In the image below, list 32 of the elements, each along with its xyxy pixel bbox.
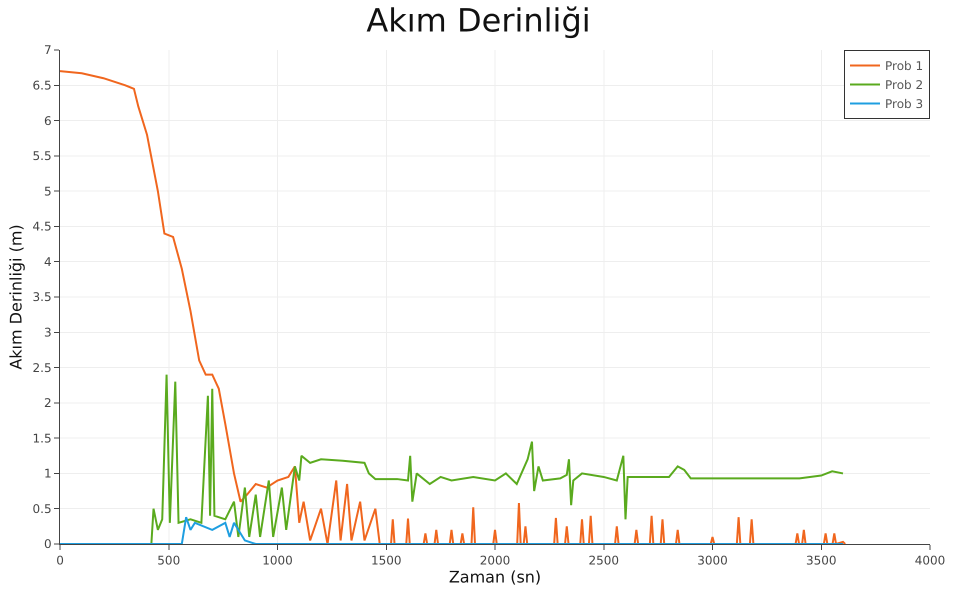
y-tick-label: 6 [44, 114, 52, 128]
y-tick-label: 2.5 [32, 360, 52, 375]
y-tick-label: 0.5 [32, 502, 52, 516]
chart-title: Akım Derinliği [366, 1, 591, 40]
legend-label: Prob 1 [885, 59, 924, 74]
x-tick-label: 4000 [914, 553, 946, 568]
y-tick-label: 5 [44, 184, 52, 198]
y-tick-label: 7 [44, 43, 52, 58]
x-tick-label: 3500 [806, 553, 837, 568]
y-tick-label: 1 [44, 466, 52, 481]
y-axis-title: Akım Derinliği (m) [6, 224, 26, 370]
x-tick-label: 2500 [588, 553, 620, 568]
legend-label: Prob 2 [885, 78, 924, 92]
y-tick-label: 0 [44, 537, 52, 552]
x-tick-label: 0 [56, 553, 64, 568]
y-tick-label: 4 [44, 254, 52, 269]
legend-label: Prob 3 [885, 97, 924, 112]
y-tick-label: 3 [44, 325, 52, 340]
y-tick-label: 2 [44, 396, 52, 410]
x-tick-label: 500 [157, 553, 180, 568]
y-tick-label: 4.5 [32, 220, 52, 234]
x-tick-label: 1000 [262, 553, 293, 568]
y-tick-label: 6.5 [32, 78, 52, 92]
line-series [60, 516, 844, 544]
x-tick-label: 1500 [370, 553, 402, 568]
x-axis-title: Zaman (sn) [448, 567, 542, 586]
y-tick-label: 5.5 [32, 149, 52, 164]
y-tick-label: 1.5 [32, 431, 52, 446]
y-tick-label: 3.5 [32, 290, 52, 304]
x-tick-label: 2000 [480, 553, 510, 568]
x-tick-label: 3000 [697, 553, 728, 568]
line-series [60, 70, 846, 544]
